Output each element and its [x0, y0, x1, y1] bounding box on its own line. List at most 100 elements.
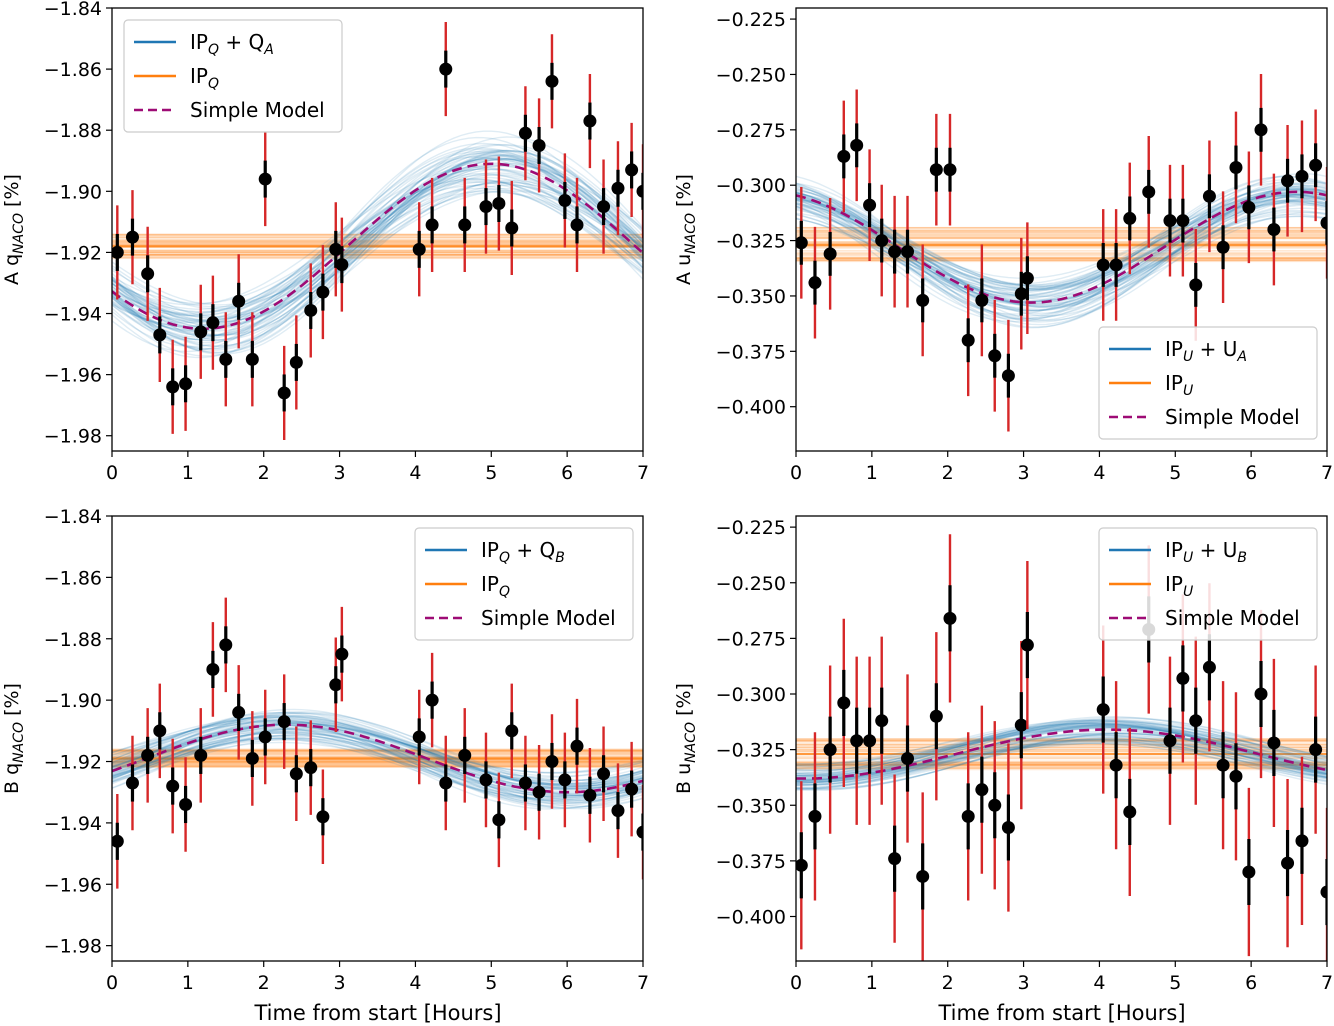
data-point [505, 724, 519, 738]
panel-a-u: 0 1 2 3 4 5 6 7 −0.225 −0.250 −0.275 −0.300 −0.325 −0… [673, 7, 1333, 484]
y-tick-label: −1.92 [44, 752, 102, 774]
axes-frame [795, 515, 1328, 962]
data-point [1320, 885, 1327, 899]
ip-only-band [796, 738, 1327, 771]
ip-plus-signal-realisation [796, 734, 1327, 787]
data-point [943, 611, 957, 625]
ip-plus-signal-realisation [796, 720, 1327, 777]
data-point [206, 662, 220, 676]
data-point [975, 783, 989, 797]
data-point [636, 825, 643, 839]
x-tick-label: 3 [334, 972, 346, 994]
data-point [837, 696, 851, 710]
data-point [545, 74, 559, 88]
data-point [258, 730, 272, 744]
data-point [611, 181, 625, 195]
data-point [1242, 865, 1256, 879]
data-point [1109, 258, 1123, 272]
x-axis-label-right: Time from start [Hours] [937, 1001, 1185, 1025]
data-point [808, 809, 822, 823]
data-point [558, 193, 572, 207]
data-point [141, 748, 155, 762]
data-point [245, 352, 259, 366]
data-point [329, 678, 343, 692]
y-tick-label: −1.88 [44, 629, 102, 651]
data-point [532, 138, 546, 152]
plot-area [796, 534, 1327, 961]
ip-plus-signal-realisation [796, 182, 1327, 315]
y-tick-label: −0.250 [716, 64, 786, 86]
x-tick-label: 2 [258, 972, 270, 994]
data-point [597, 767, 611, 781]
data-point [277, 715, 291, 729]
ip-plus-signal-realisation [796, 717, 1327, 775]
data-point [304, 303, 318, 317]
ip-plus-signal-realisation [796, 720, 1327, 769]
x-tick-label: 2 [942, 462, 954, 484]
y-tick-label: −1.92 [44, 242, 102, 264]
data-point [1123, 211, 1137, 225]
y-axis-label: A uNACO [%] [673, 174, 699, 285]
ip-plus-signal-realisation [796, 721, 1327, 767]
data-point [194, 748, 208, 762]
data-point [875, 234, 889, 248]
legend-box [123, 19, 343, 133]
data-point [439, 776, 453, 790]
x-tick-label: 1 [182, 462, 194, 484]
data-point [1216, 240, 1230, 254]
data-point [492, 813, 506, 827]
legend-label: Simple Model [1165, 405, 1300, 429]
data-point [1281, 174, 1295, 188]
data-point [1001, 821, 1015, 834]
ip-plus-signal-realisation [796, 192, 1327, 321]
data-point [597, 200, 611, 214]
data-point [1267, 223, 1281, 236]
x-tick-label: 0 [790, 462, 802, 484]
data-point [1320, 216, 1327, 230]
data-point [975, 293, 989, 307]
y-tick-label: −1.84 [44, 0, 102, 20]
data-point [1020, 638, 1034, 652]
legend-label: IPQ [190, 64, 219, 92]
legend: IPU + UA IPU Simple Model [1098, 326, 1318, 440]
y-tick-label: −0.300 [716, 175, 786, 197]
data-point [823, 743, 837, 757]
legend: IPQ + QB IPQ Simple Model [414, 527, 634, 641]
data-point [1267, 736, 1281, 750]
x-tick-label: 3 [334, 462, 346, 484]
ip-plus-signal-realisation [796, 192, 1327, 320]
data-point [929, 163, 943, 177]
y-axis-label: B qNACO [%] [1, 683, 27, 794]
plot-area [796, 74, 1327, 432]
axes-frame [795, 7, 1328, 452]
data-point [194, 325, 208, 339]
y-tick-label: −1.98 [44, 936, 102, 958]
ip-plus-signal-realisation [796, 209, 1327, 311]
simple-model-line [796, 728, 1327, 780]
axes-frame [111, 7, 644, 452]
ip-plus-signal-realisation [796, 199, 1327, 309]
ip-plus-signal-realisation [796, 719, 1327, 768]
data-point [258, 172, 272, 186]
data-point [1001, 369, 1015, 383]
legend-label: IPU [1165, 572, 1193, 600]
x-tick-label: 3 [1018, 462, 1030, 484]
simple-model-line [112, 723, 643, 794]
data-point [929, 709, 943, 723]
data-points [112, 22, 643, 441]
data-point [125, 776, 139, 790]
ip-plus-signal-realisation [796, 197, 1327, 308]
data-point [412, 242, 426, 256]
data-point [988, 798, 1002, 812]
data-point [425, 693, 439, 707]
data-points [112, 597, 643, 889]
data-point [179, 377, 193, 391]
data-point [1242, 200, 1256, 214]
data-point [412, 730, 426, 744]
y-tick-label: −0.400 [716, 907, 786, 929]
data-point [583, 114, 597, 128]
ip-plus-signal-realisation [796, 742, 1327, 788]
legend-box [1098, 527, 1318, 641]
x-tick-label: 6 [561, 972, 573, 994]
ip-plus-signal-realisation [796, 732, 1327, 791]
